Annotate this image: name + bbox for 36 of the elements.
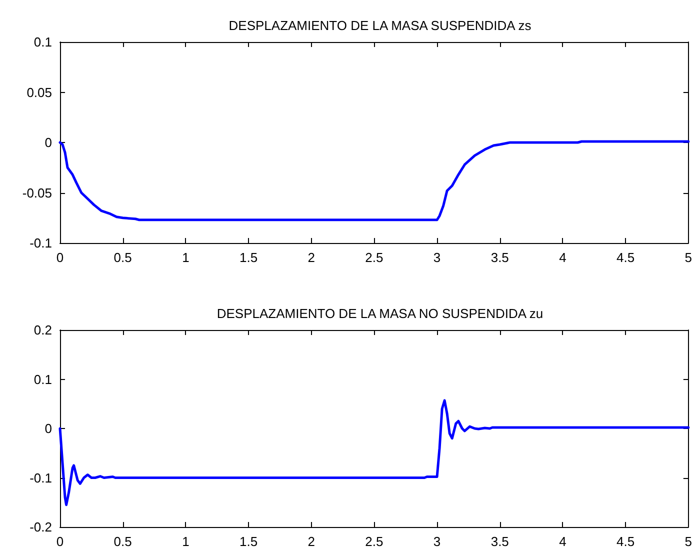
x-tick-label: 3.5: [490, 534, 509, 549]
y-tick-label: 0.05: [26, 84, 52, 100]
x-tick-label: 5: [684, 250, 692, 265]
y-tick-label: -0.2: [30, 520, 52, 534]
x-tick-label: 0: [56, 250, 64, 265]
x-tick-label: 1.5: [239, 534, 258, 549]
x-tick-label: 0.5: [114, 250, 132, 265]
y-tick-label: 0.1: [34, 34, 52, 50]
y-tick-label: -0.05: [22, 185, 52, 200]
x-tick-label: 3: [433, 534, 441, 549]
x-tick-label: 2: [308, 534, 315, 549]
x-tick-label: 2.5: [365, 534, 384, 549]
x-tick-label: 3: [433, 250, 441, 265]
x-tick-label: 1.5: [239, 250, 258, 265]
y-tick-label: 0.2: [34, 322, 52, 338]
y-tick-label: 0.1: [34, 372, 52, 387]
y-tick-label: -0.1: [30, 470, 52, 486]
y-tick-label: 0: [44, 421, 52, 436]
y-tick-label: 0: [44, 135, 52, 150]
x-tick-label: 1: [182, 534, 190, 549]
x-tick-label: 2: [308, 250, 315, 265]
x-tick-label: 4.5: [616, 534, 635, 549]
x-tick-label: 4: [559, 250, 566, 265]
x-tick-label: 0: [56, 534, 64, 549]
x-tick-label: 5: [684, 534, 692, 549]
chart-title: DESPLAZAMIENTO DE LA MASA NO SUSPENDIDA zu: [216, 306, 544, 321]
x-tick-label: 2.5: [365, 250, 384, 265]
x-tick-label: 4: [559, 534, 566, 549]
chart-title: DESPLAZAMIENTO DE LA MASA SUSPENDIDA zs: [228, 18, 532, 33]
line-series: [58, 399, 690, 506]
x-tick-label: 1: [182, 250, 190, 265]
x-tick-label: 0.5: [114, 534, 132, 549]
y-tick-label: -0.1: [30, 236, 52, 250]
x-tick-label: 3.5: [490, 250, 509, 265]
line-series: [58, 140, 690, 222]
x-tick-label: 4.5: [616, 250, 635, 265]
